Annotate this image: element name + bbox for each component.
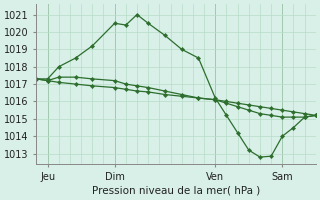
X-axis label: Pression niveau de la mer( hPa ): Pression niveau de la mer( hPa ) [92,186,260,196]
